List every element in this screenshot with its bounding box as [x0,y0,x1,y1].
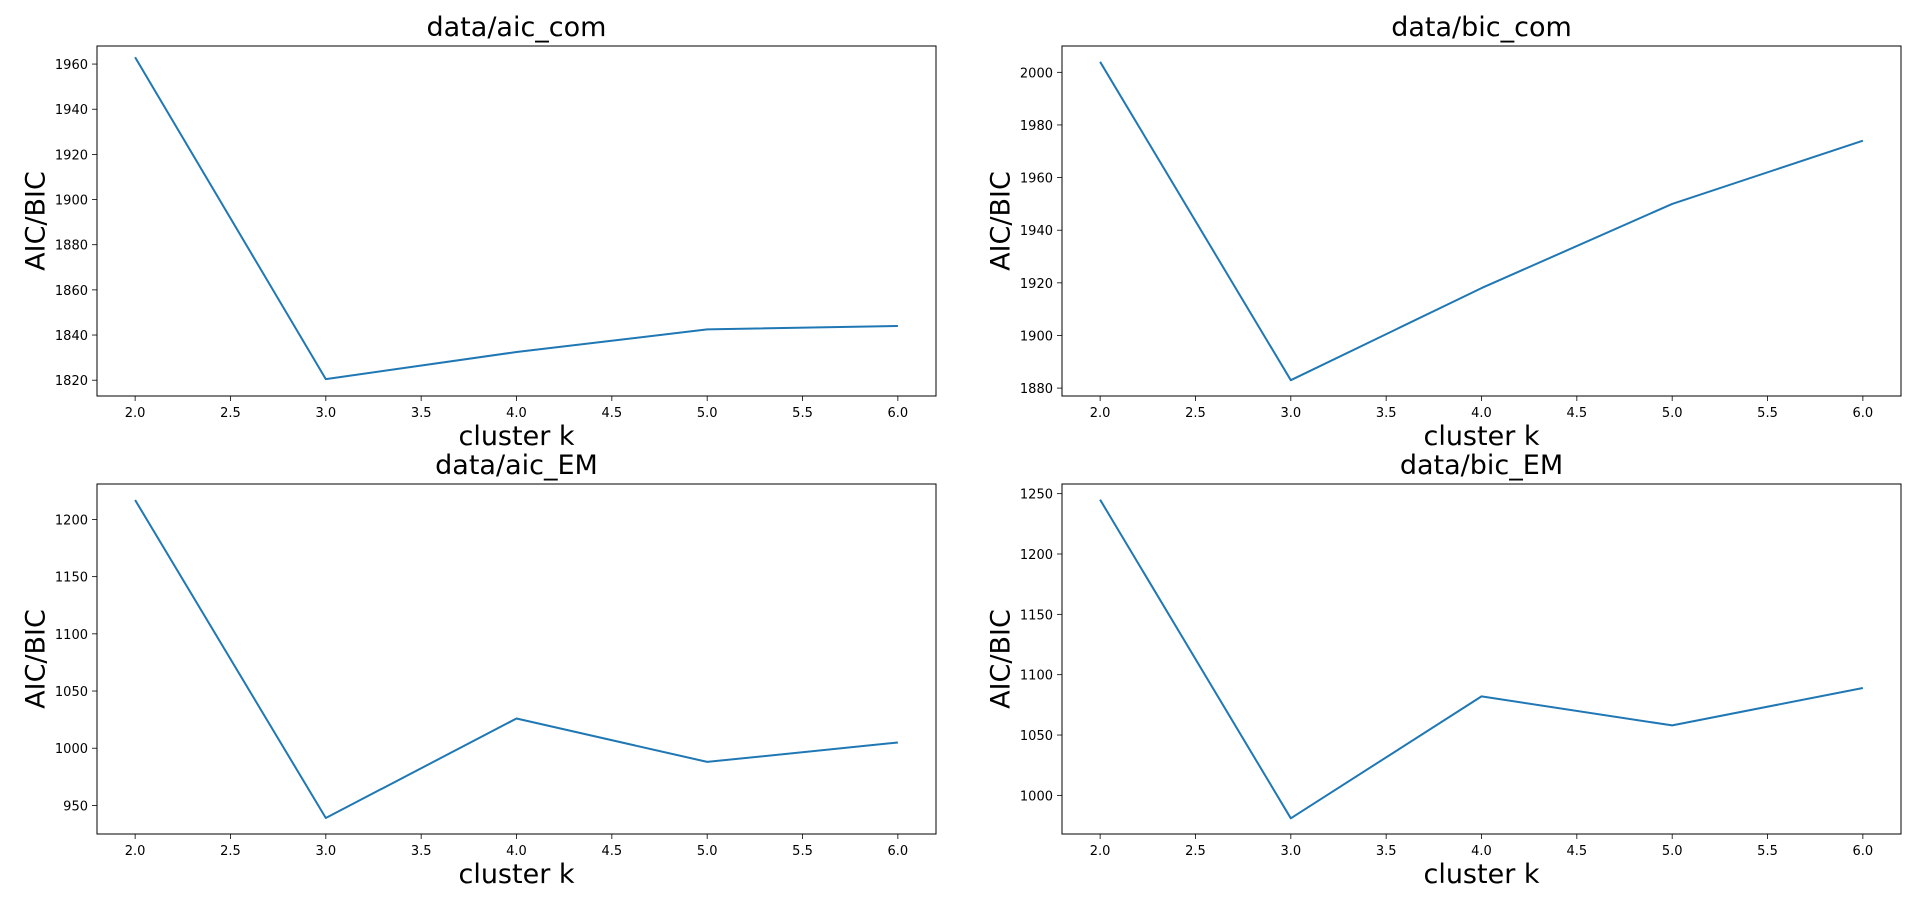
chart-title: data/bic_EM [1400,450,1563,481]
y-axis-label: AIC/BIC [986,609,1017,709]
chart-panel-4: 2.0 2.5 3.0 3.5 4.0 4.5 5.0 5.5 6.0 1000 1050 1100 1… [986,450,1902,890]
y-tick-label: 1050 [1020,729,1053,744]
x-tick-label: 5.5 [792,406,813,421]
y-axis-label: AIC/BIC [21,171,52,271]
plot-frame [96,45,937,397]
y-tick-label: 1880 [1020,382,1053,397]
x-tick-label: 4.0 [506,844,527,859]
series-line [1099,61,1864,382]
x-tick-label: 3.0 [315,844,336,859]
y-tick-label: 1960 [1020,172,1053,187]
series-line [134,56,898,381]
x-tick-label: 6.0 [1853,406,1874,421]
y-tick-label: 950 [63,799,88,814]
x-tick-label: 6.0 [888,406,909,421]
y-tick-label: 1200 [1020,548,1053,563]
y-tick-label: 1100 [55,628,88,643]
x-tick-label: 4.0 [506,406,527,421]
y-axis-label: AIC/BIC [21,609,52,709]
x-tick-label: 2.5 [1185,844,1206,859]
y-tick-label: 1050 [55,685,88,700]
x-tick-label: 4.5 [1566,406,1587,421]
x-axis-label: cluster k [1423,859,1539,890]
plot-frame [96,483,937,835]
chart-title: data/aic_com [427,12,607,43]
x-axis-label: cluster k [458,859,574,890]
y-tick-label: 1920 [55,148,88,163]
x-tick-label: 5.5 [1757,844,1778,859]
y-tick-label: 1860 [55,284,88,299]
y-axis-label: AIC/BIC [986,171,1017,271]
y-tick-label: 1840 [55,329,88,344]
chart-panel-3: 2.0 2.5 3.0 3.5 4.0 4.5 5.0 5.5 6.0 950 1000 1050 11… [21,450,937,890]
chart-title: data/aic_EM [435,450,598,481]
series-line [1099,499,1864,820]
chart-panel-2: 2.0 2.5 3.0 3.5 4.0 4.5 5.0 5.5 6.0 1880 1900 1920 1… [986,12,1902,452]
x-tick-label: 5.0 [697,406,718,421]
x-tick-label: 2.5 [1185,406,1206,421]
y-tick-label: 1880 [55,239,88,254]
x-axis-label: cluster k [1423,421,1539,452]
x-tick-label: 5.0 [1662,406,1683,421]
x-tick-label: 4.5 [1566,844,1587,859]
y-tick-label: 1150 [1020,608,1053,623]
x-tick-label: 4.5 [601,406,622,421]
x-tick-label: 5.0 [1662,844,1683,859]
y-tick-label: 1980 [1020,119,1053,134]
y-tick-label: 1900 [55,194,88,209]
chart-title: data/bic_com [1391,12,1572,43]
y-tick-label: 1100 [1020,669,1053,684]
x-tick-label: 4.0 [1471,406,1492,421]
x-tick-label: 3.5 [411,844,432,859]
y-tick-label: 1940 [55,103,88,118]
y-tick-label: 1200 [55,513,88,528]
x-tick-label: 2.0 [125,844,146,859]
x-tick-label: 4.0 [1471,844,1492,859]
x-tick-label: 3.0 [315,406,336,421]
y-tick-label: 1150 [55,571,88,586]
x-tick-label: 2.5 [220,844,241,859]
y-tick-label: 1920 [1020,277,1053,292]
x-tick-label: 5.5 [792,844,813,859]
x-tick-label: 2.0 [1090,844,1111,859]
y-tick-label: 1900 [1020,329,1053,344]
x-tick-label: 2.5 [220,406,241,421]
y-tick-label: 1000 [55,742,88,757]
chart-panel-1: 2.0 2.5 3.0 3.5 4.0 4.5 5.0 5.5 6.0 1820 1840 1860 1… [21,12,937,452]
x-tick-label: 3.5 [411,406,432,421]
y-tick-label: 1820 [55,374,88,389]
x-tick-label: 5.0 [697,844,718,859]
y-tick-label: 1250 [1020,488,1053,503]
y-tick-label: 1960 [55,58,88,73]
plot-frame [1061,45,1902,397]
x-tick-label: 3.5 [1376,844,1397,859]
x-tick-label: 3.0 [1280,406,1301,421]
y-tick-label: 1000 [1020,789,1053,804]
y-tick-label: 1940 [1020,224,1053,239]
x-tick-label: 5.5 [1757,406,1778,421]
x-tick-label: 3.0 [1280,844,1301,859]
x-tick-label: 4.5 [601,844,622,859]
x-axis-label: cluster k [458,421,574,452]
x-tick-label: 6.0 [1853,844,1874,859]
y-tick-label: 2000 [1020,66,1053,81]
x-tick-label: 2.0 [125,406,146,421]
plot-frame [1061,483,1902,835]
x-tick-label: 2.0 [1090,406,1111,421]
x-tick-label: 3.5 [1376,406,1397,421]
x-tick-label: 6.0 [888,844,909,859]
series-line [134,499,899,819]
